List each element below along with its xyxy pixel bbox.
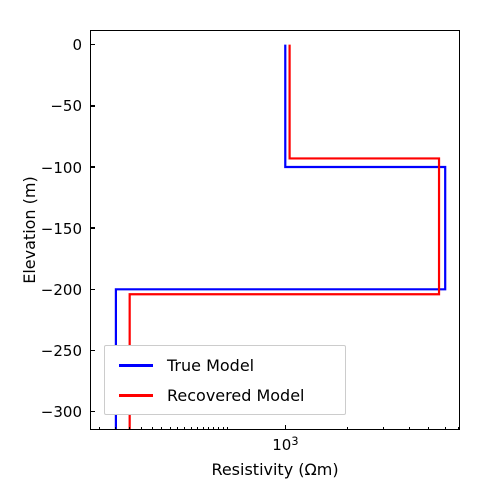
x-minor-tick	[218, 427, 219, 430]
x-minor-tick	[191, 427, 192, 430]
x-minor-tick	[347, 427, 348, 430]
x-minor-tick	[383, 427, 384, 430]
x-minor-tick	[161, 427, 162, 430]
y-tick-label: −250	[41, 342, 82, 360]
x-minor-tick	[184, 427, 185, 430]
x-minor-tick	[428, 427, 429, 430]
x-minor-tick	[227, 427, 228, 430]
chart-lines	[0, 0, 500, 500]
legend-swatch-true	[119, 364, 153, 367]
x-minor-tick	[115, 427, 116, 430]
x-minor-tick	[458, 427, 459, 430]
x-minor-tick	[141, 427, 142, 430]
y-tick-label: 0	[72, 36, 82, 54]
x-minor-tick	[409, 427, 410, 430]
y-axis-label: Elevation (m)	[20, 30, 39, 430]
x-minor-tick	[223, 427, 224, 430]
x-minor-tick	[129, 427, 130, 430]
legend: True Model Recovered Model	[104, 345, 346, 415]
x-axis-label: Resistivity (Ωm)	[90, 460, 460, 479]
x-minor-tick	[197, 427, 198, 430]
y-tick-label: −100	[41, 159, 82, 177]
y-tick-label: −150	[41, 220, 82, 238]
x-minor-tick	[99, 427, 100, 430]
y-tick	[90, 411, 95, 412]
y-tick	[90, 289, 95, 290]
x-tick	[285, 425, 286, 430]
legend-swatch-recovered	[119, 394, 153, 397]
y-tick-label: −200	[41, 281, 82, 299]
x-minor-tick	[213, 427, 214, 430]
x-minor-tick	[177, 427, 178, 430]
y-tick	[90, 166, 95, 167]
y-tick	[90, 105, 95, 106]
legend-label-recovered: Recovered Model	[167, 386, 305, 405]
y-tick	[90, 350, 95, 351]
x-minor-tick	[208, 427, 209, 430]
y-tick	[90, 44, 95, 45]
x-minor-tick	[203, 427, 204, 430]
x-minor-tick	[152, 427, 153, 430]
y-tick-label: −50	[50, 97, 82, 115]
y-tick-label: −300	[41, 403, 82, 421]
x-minor-tick	[170, 427, 171, 430]
legend-label-true: True Model	[167, 356, 254, 375]
x-tick-label: 103	[272, 436, 298, 454]
x-minor-tick	[445, 427, 446, 430]
y-tick	[90, 227, 95, 228]
